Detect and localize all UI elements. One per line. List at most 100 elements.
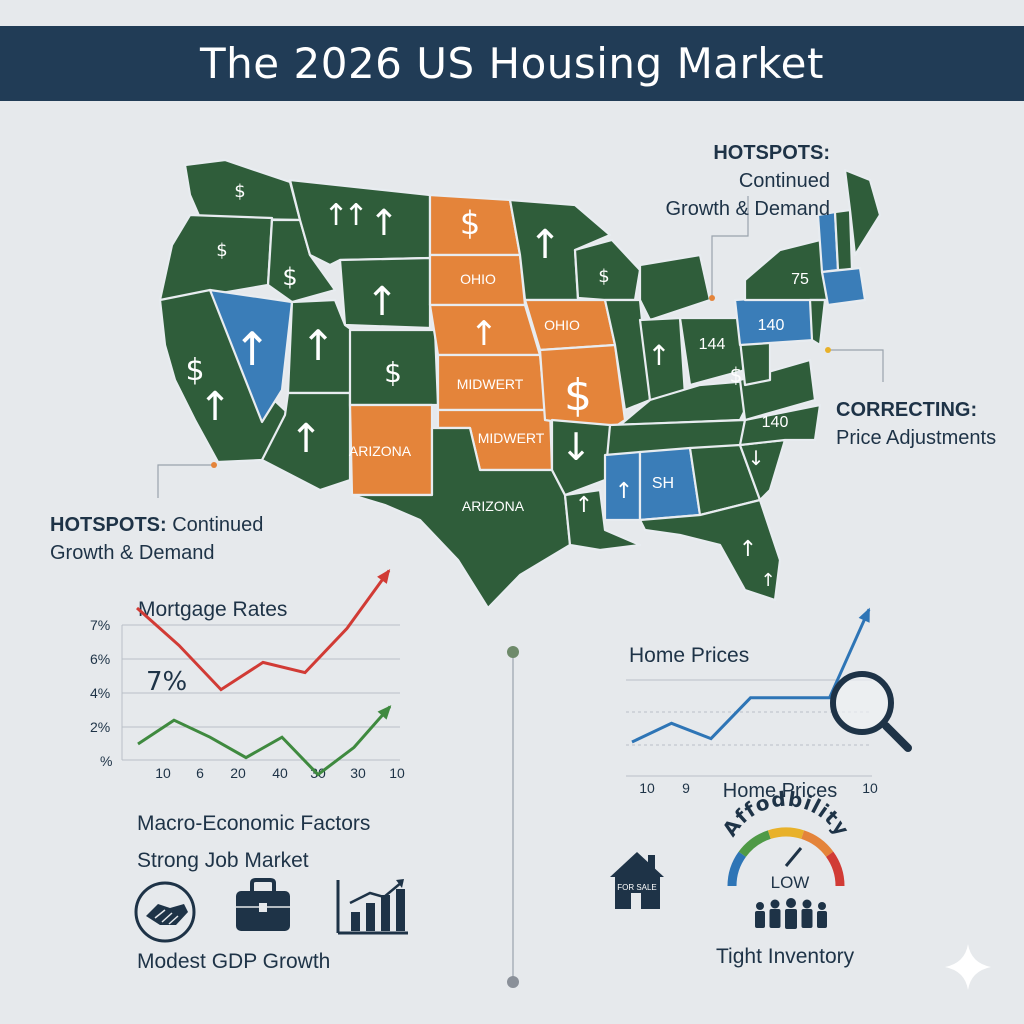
affordability-gauge: [727, 827, 845, 887]
gauge-needle: [784, 847, 803, 867]
y-tick-label: %: [100, 753, 112, 769]
callout-heading: HOTSPOTS:: [713, 142, 830, 164]
hotspots-callout-left: HOTSPOTS: Continued Growth & Demand: [50, 511, 263, 567]
title-banner: The 2026 US Housing Market: [0, 26, 1024, 101]
dollar-icon: $: [216, 240, 227, 261]
up-arrow-icon: ↑: [575, 493, 593, 518]
up-arrow-icon: ↑: [647, 339, 670, 372]
state-new-jersey: [808, 298, 827, 347]
connector-dot: [211, 462, 217, 468]
mortgage-chart-title: Mortgage Rates: [138, 598, 288, 621]
map-label-arizona-2: ARIZONA: [462, 498, 525, 514]
state-wyoming: [338, 256, 432, 330]
dollar-icon: $: [730, 363, 743, 387]
up-arrow-icon: ↑: [369, 203, 399, 244]
down-arrow-icon: ↓: [560, 425, 592, 469]
x-tick-label: 20: [230, 765, 246, 781]
connector-dot: [825, 347, 831, 353]
state-illinois: [603, 298, 652, 412]
connector-hotspots-left: [157, 464, 214, 498]
y-tick-label: 4%: [90, 685, 110, 701]
page-title: The 2026 US Housing Market: [200, 39, 824, 88]
up-arrow-icon: ↑: [289, 416, 323, 462]
y-tick-label: 7%: [90, 617, 110, 633]
gauge-segment: [767, 827, 805, 839]
callout-line: Price Adjustments: [836, 427, 997, 449]
map-label-144: 144: [699, 336, 726, 353]
up-arrow-icon: ↑: [323, 198, 348, 233]
map-label-midwert-2: MIDWERT: [478, 430, 545, 446]
up-arrow-icon: ↑: [343, 198, 368, 233]
factors-heading: Macro-Economic Factors: [137, 812, 371, 835]
gauge-segment: [825, 851, 845, 887]
callout-line: Growth & Demand: [50, 542, 215, 564]
dollar-icon: $: [185, 353, 204, 388]
x-tick-label: 10: [155, 765, 171, 781]
map-label-ohio-2: OHIO: [544, 317, 580, 333]
x-tick-label: 40: [272, 765, 288, 781]
arrowhead-green: [377, 705, 392, 720]
state-north-carolina: [738, 403, 822, 447]
bar-chart-icon: [336, 879, 408, 935]
map-label-75: 75: [791, 271, 809, 288]
gauge-level-label: LOW: [771, 873, 810, 892]
up-arrow-icon: ↑: [300, 321, 335, 370]
x-tick-label: 30: [350, 765, 366, 781]
dollar-icon: $: [598, 266, 609, 287]
for-sale-house-icon: [610, 852, 664, 909]
dollar-icon: $: [384, 356, 402, 389]
mortgage-series-red-line: [136, 569, 391, 692]
correcting-callout: CORRECTING: Price Adjustments: [836, 396, 996, 452]
arrowhead-red: [377, 568, 391, 584]
x-tick-label: 6: [196, 765, 204, 781]
up-arrow-icon: ↑: [233, 322, 272, 376]
handshake-icon: [134, 881, 196, 943]
map-label-sh: SH: [652, 475, 674, 492]
home-chart-x-label: Home Prices: [723, 780, 837, 802]
gdp-growth-label: Modest GDP Growth: [137, 950, 331, 973]
mortgage-annotation: 7%: [146, 667, 187, 697]
callout-line: Continued: [172, 514, 264, 536]
state-michigan: [638, 253, 712, 322]
state-louisiana: [563, 488, 642, 552]
callout-line: Continued: [738, 170, 830, 192]
connector-hotspots-top: [711, 196, 749, 298]
map-label-ohio-1: OHIO: [460, 271, 496, 287]
state-texas: [350, 426, 572, 610]
map-label-midwert-1: MIDWERT: [457, 376, 524, 392]
home-chart-title: Home Prices: [629, 644, 750, 667]
divider-bottom-dot: [507, 976, 519, 988]
up-arrow-icon: ↑: [470, 314, 499, 354]
up-arrow-icon: ↑: [365, 279, 399, 325]
up-arrow-icon: ↑: [739, 537, 757, 562]
state-massachusetts: [820, 266, 867, 307]
briefcase-icon: [236, 878, 290, 931]
state-florida: [638, 498, 782, 602]
dollar-icon: $: [460, 204, 480, 242]
up-arrow-icon: ↑: [760, 570, 775, 591]
y-tick-label: 6%: [90, 651, 110, 667]
down-arrow-icon: ↓: [748, 446, 765, 470]
up-arrow-icon: ↑: [615, 479, 633, 504]
map-label-arizona-1: ARIZONA: [349, 443, 412, 459]
y-tick-label: 2%: [90, 719, 110, 735]
gauge-segment: [738, 830, 771, 858]
state-arkansas: [550, 418, 612, 497]
divider-top-dot: [507, 646, 519, 658]
gauge-segment: [727, 851, 747, 887]
x-tick-label: 10: [639, 780, 655, 796]
magnifier-icon: [830, 671, 912, 752]
callout-heading: HOTSPOTS:: [50, 514, 167, 536]
up-arrow-icon: ↑: [198, 384, 232, 430]
map-label-140-b: 140: [762, 414, 789, 431]
x-tick-label: 10: [389, 765, 405, 781]
home-price-line: [631, 608, 871, 744]
connector-correcting: [828, 349, 884, 382]
map-label-140-a: 140: [758, 317, 785, 334]
for-sale-sign: FOR SALE: [617, 883, 657, 892]
